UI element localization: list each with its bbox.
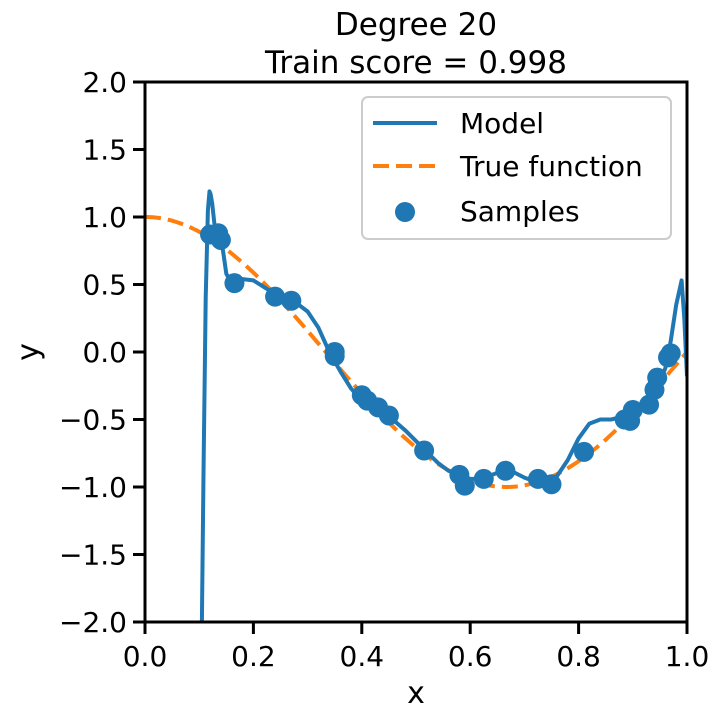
sample-point: [647, 367, 668, 388]
sample-point: [660, 343, 681, 364]
sample-point: [224, 273, 245, 294]
legend-samples-swatch: [395, 202, 415, 222]
x-axis-label: x: [407, 676, 425, 711]
legend: Model True function Samples: [361, 96, 672, 240]
sample-point: [574, 441, 595, 462]
y-tick-label: 1.0: [82, 201, 127, 234]
sample-point: [378, 405, 399, 426]
sample-point: [265, 286, 286, 307]
chart-title: Degree 20: [335, 7, 497, 43]
legend-samples-label: Samples: [460, 195, 580, 228]
y-tick-label: −1.0: [59, 471, 127, 504]
sample-point: [414, 440, 435, 461]
x-tick-label: 0.6: [448, 640, 493, 673]
sample-point: [541, 474, 562, 495]
sample-point: [622, 400, 643, 421]
legend-model-label: Model: [460, 107, 544, 140]
sample-point: [495, 460, 516, 481]
x-tick-label: 0.8: [556, 640, 601, 673]
y-axis-label: y: [11, 343, 46, 361]
x-tick-label: 1.0: [665, 640, 710, 673]
sample-point: [281, 290, 302, 311]
sample-point: [473, 468, 494, 489]
chart-subtitle: Train score = 0.998: [264, 45, 567, 81]
y-tick-label: 0.5: [82, 269, 127, 302]
legend-true-function-label: True function: [459, 150, 643, 183]
y-tick-label: 1.5: [82, 134, 127, 167]
plot-area: [145, 189, 687, 622]
y-tick-label: −1.5: [59, 539, 127, 572]
legend-box: [361, 96, 672, 240]
x-axis: 0.0 0.2 0.4 0.6 0.8 1.0: [123, 622, 710, 673]
samples-group: [200, 223, 681, 496]
x-tick-label: 0.2: [231, 640, 276, 673]
y-tick-label: −0.5: [59, 404, 127, 437]
true-function-line: [145, 215, 687, 489]
sample-point: [454, 475, 475, 496]
sample-point: [210, 229, 231, 250]
x-tick-label: 0.0: [123, 640, 168, 673]
y-axis: 2.0 1.5 1.0 0.5 0.0 −0.5 −1.0 −1.5 −2.0: [59, 66, 145, 639]
y-tick-label: 2.0: [82, 66, 127, 99]
y-tick-label: −2.0: [59, 606, 127, 639]
y-tick-label: 0.0: [82, 336, 127, 369]
x-tick-label: 0.4: [340, 640, 385, 673]
model-line: [199, 189, 687, 622]
sample-point: [324, 346, 345, 367]
